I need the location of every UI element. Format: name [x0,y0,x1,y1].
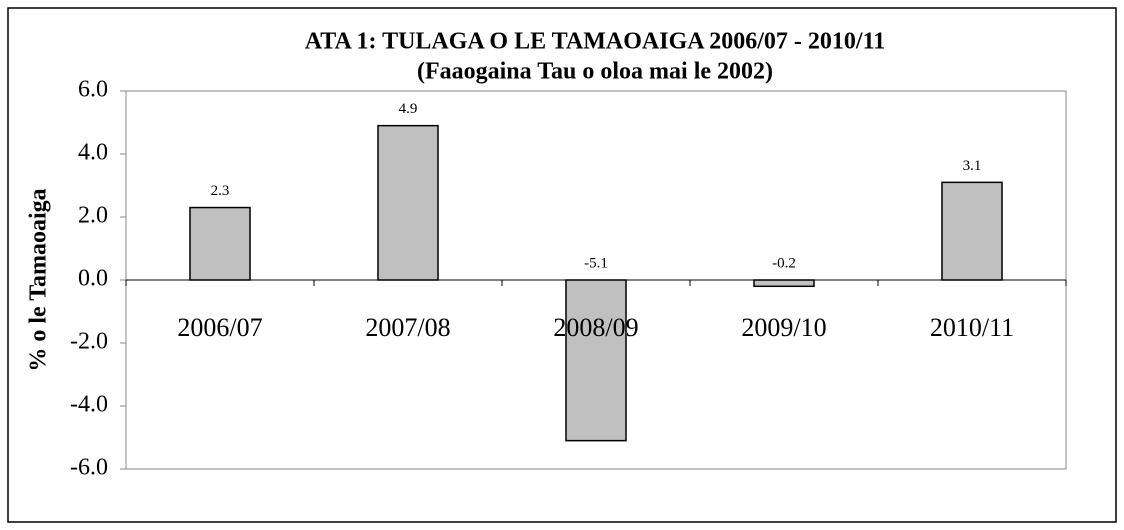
x-tick-label: 2006/07 [177,313,262,342]
data-label: 2.3 [211,183,230,199]
data-label: 3.1 [963,158,982,174]
bar [941,181,1003,281]
bar [189,206,251,281]
chart-title: ATA 1: TULAGA O LE TAMAOAIGA 2006/07 - 2… [305,29,886,55]
y-tick-label: 0.0 [78,266,108,292]
y-tick-label: 6.0 [78,77,108,103]
bar [565,279,627,442]
x-tick-label: 2009/10 [741,313,826,342]
bar [753,279,815,288]
y-axis-label: % o le Tamaoaiga [26,188,52,371]
chart-subtitle: (Faaogaina Tau o oloa mai le 2002) [417,59,773,85]
y-tick-label: -6.0 [70,455,108,481]
x-tick-label: 2010/11 [930,313,1014,342]
y-tick-label: -2.0 [70,329,108,355]
x-tick-label: 2008/09 [553,313,638,342]
x-tick-label: 2007/08 [365,313,450,342]
data-label: -0.2 [772,255,796,271]
bar [377,124,439,281]
data-label: 4.9 [399,101,418,117]
data-label: -5.1 [584,255,608,271]
y-tick-label: 2.0 [78,203,108,229]
y-tick-label: 4.0 [78,140,108,166]
y-tick-label: -4.0 [70,392,108,418]
